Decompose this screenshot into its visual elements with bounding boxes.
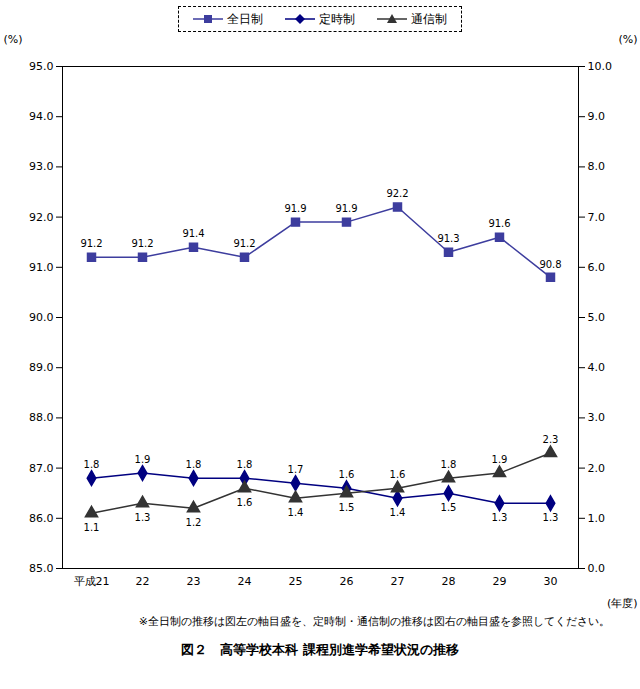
svg-text:91.9: 91.9 [284, 203, 306, 214]
svg-text:4.0: 4.0 [588, 361, 606, 374]
svg-text:0.0: 0.0 [588, 562, 606, 575]
html-text:全日制: 全日制 [227, 11, 263, 26]
svg-text:24: 24 [238, 575, 252, 588]
svg-text:87.0: 87.0 [29, 462, 54, 475]
html-text:定時制: 定時制 [319, 11, 355, 26]
svg-text:85.0: 85.0 [29, 562, 54, 575]
svg-text:(%): (%) [618, 33, 637, 46]
svg-text:95.0: 95.0 [29, 60, 54, 73]
svg-text:1.8: 1.8 [186, 459, 202, 470]
svg-text:1.8: 1.8 [84, 459, 100, 470]
svg-text:29: 29 [493, 575, 507, 588]
svg-text:7.0: 7.0 [588, 211, 606, 224]
svg-text:1.9: 1.9 [492, 454, 508, 465]
svg-text:91.2: 91.2 [80, 238, 102, 249]
svg-text:91.0: 91.0 [29, 261, 54, 274]
svg-text:1.4: 1.4 [390, 507, 406, 518]
svg-text:1.3: 1.3 [135, 512, 151, 523]
svg-text:2.3: 2.3 [543, 434, 559, 445]
svg-text:(%): (%) [4, 33, 23, 46]
html-text:通信制: 通信制 [411, 11, 447, 26]
svg-text:23: 23 [187, 575, 201, 588]
svg-text:3.0: 3.0 [588, 411, 606, 424]
svg-text:8.0: 8.0 [588, 160, 606, 173]
svg-text:30: 30 [544, 575, 558, 588]
svg-text:91.2: 91.2 [233, 238, 255, 249]
svg-text:90.8: 90.8 [539, 259, 561, 270]
svg-text:(年度): (年度) [607, 597, 638, 610]
svg-text:1.8: 1.8 [441, 459, 457, 470]
svg-text:1.6: 1.6 [390, 469, 406, 480]
svg-text:9.0: 9.0 [588, 110, 606, 123]
html-text:図２ 高等学校本科 課程別進学希望状況の推移: 図２ 高等学校本科 課程別進学希望状況の推移 [181, 642, 459, 657]
svg-text:91.4: 91.4 [182, 228, 204, 239]
svg-text:26: 26 [340, 575, 354, 588]
svg-text:1.5: 1.5 [441, 502, 457, 513]
svg-text:91.9: 91.9 [335, 203, 357, 214]
svg-text:92.2: 92.2 [386, 188, 408, 199]
svg-text:94.0: 94.0 [29, 110, 54, 123]
svg-text:91.6: 91.6 [488, 218, 510, 229]
svg-text:平成21: 平成21 [74, 575, 110, 588]
svg-text:1.0: 1.0 [588, 512, 606, 525]
svg-text:1.7: 1.7 [288, 464, 304, 475]
svg-text:93.0: 93.0 [29, 160, 54, 173]
svg-text:86.0: 86.0 [29, 512, 54, 525]
svg-text:2.0: 2.0 [588, 462, 606, 475]
svg-text:92.0: 92.0 [29, 211, 54, 224]
svg-text:91.2: 91.2 [131, 238, 153, 249]
svg-text:1.4: 1.4 [288, 507, 304, 518]
svg-text:25: 25 [289, 575, 303, 588]
svg-text:28: 28 [442, 575, 456, 588]
svg-text:1.5: 1.5 [339, 502, 355, 513]
html-text:※全日制の推移は図左の軸目盛を、定時制・通信制の推移は図右の: ※全日制の推移は図左の軸目盛を、定時制・通信制の推移は図右の軸目盛を参照してくだ… [138, 615, 610, 628]
svg-text:6.0: 6.0 [588, 261, 606, 274]
svg-text:1.3: 1.3 [543, 512, 559, 523]
svg-text:1.1: 1.1 [84, 522, 100, 533]
svg-text:1.6: 1.6 [237, 497, 253, 508]
svg-text:1.6: 1.6 [339, 469, 355, 480]
svg-text:5.0: 5.0 [588, 311, 606, 324]
svg-text:1.9: 1.9 [135, 454, 151, 465]
svg-text:89.0: 89.0 [29, 361, 54, 374]
svg-text:1.8: 1.8 [237, 459, 253, 470]
svg-text:91.3: 91.3 [437, 233, 459, 244]
svg-text:10.0: 10.0 [588, 60, 613, 73]
svg-text:27: 27 [391, 575, 405, 588]
svg-text:22: 22 [136, 575, 150, 588]
svg-text:1.2: 1.2 [186, 517, 202, 528]
svg-text:1.3: 1.3 [492, 512, 508, 523]
svg-text:88.0: 88.0 [29, 411, 54, 424]
svg-text:90.0: 90.0 [29, 311, 54, 324]
